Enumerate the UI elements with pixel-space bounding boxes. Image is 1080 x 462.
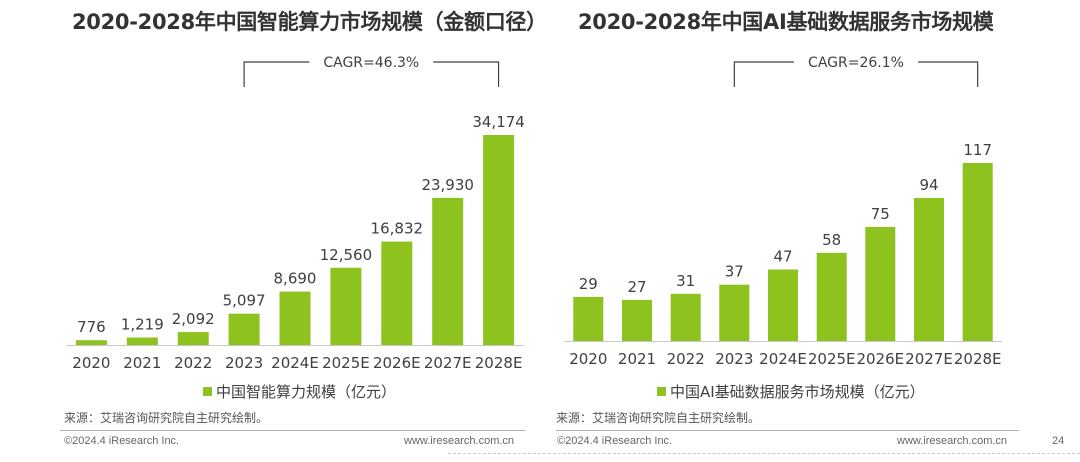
left-value-label-2020: 776 xyxy=(77,318,106,336)
left-category-label-2027E: 2027E xyxy=(424,354,472,372)
left-category-label-2020: 2020 xyxy=(72,354,110,372)
left-value-label-2026E: 16,832 xyxy=(371,220,424,238)
legend-label-left: 中国智能算力规模（亿元） xyxy=(216,383,397,401)
left-cagr-bracket xyxy=(243,61,500,87)
left-bar-2025E xyxy=(330,267,362,345)
legend-swatch-right xyxy=(657,387,666,396)
right-category-label-2028E: 2028E xyxy=(954,350,1002,368)
right-category-label-2021: 2021 xyxy=(618,350,656,368)
right-category-label-2027E: 2027E xyxy=(905,350,953,368)
right-cagr-bracket xyxy=(733,61,979,87)
left-category-label-2028E: 2028E xyxy=(475,354,523,372)
right-value-label-2022: 31 xyxy=(676,272,695,290)
left-cagr-label: CAGR=46.3% xyxy=(323,55,419,71)
left-category-label-2025E: 2025E xyxy=(322,354,370,372)
right-bar-2027E xyxy=(914,198,944,341)
right-bar-2024E xyxy=(768,269,798,341)
left-bar-2021 xyxy=(126,337,158,345)
left-value-label-2025E: 12,560 xyxy=(320,246,373,264)
right-category-label-2025E: 2025E xyxy=(808,350,856,368)
right-bar-2025E xyxy=(816,252,847,341)
copyright-left: ©2024.4 iResearch Inc. xyxy=(64,435,180,447)
footer-divider-left xyxy=(60,430,525,431)
legend-swatch-left xyxy=(203,387,212,396)
legend-right: 中国AI基础数据服务市场规模（亿元） xyxy=(657,381,925,403)
left-value-label-2024E: 8,690 xyxy=(274,270,317,288)
website-link-right[interactable]: www.iresearch.com.cn xyxy=(897,435,1008,447)
right-category-label-2022: 2022 xyxy=(667,350,705,368)
right-bar-2028E xyxy=(962,163,993,341)
right-value-label-2025E: 58 xyxy=(822,231,841,249)
left-value-label-2028E: 34,174 xyxy=(472,113,524,131)
right-value-label-2027E: 94 xyxy=(919,176,938,194)
right-cagr-label: CAGR=26.1% xyxy=(808,55,904,71)
left-bar-2026E xyxy=(381,241,413,345)
copyright-right: ©2024.4 iResearch Inc. xyxy=(557,435,673,447)
left-value-label-2021: 1,219 xyxy=(121,316,164,334)
right-bar-2022 xyxy=(670,293,701,341)
right-category-label-2026E: 2026E xyxy=(856,350,904,368)
right-category-label-2023: 2023 xyxy=(715,350,753,368)
page-number: 24 xyxy=(1052,435,1065,447)
right-value-label-2020: 29 xyxy=(579,275,598,293)
left-category-label-2023: 2023 xyxy=(225,354,263,372)
left-bar-2023 xyxy=(228,313,260,345)
chart-title-right: 2020-2028年中国AI基础数据服务市场规模 xyxy=(578,10,994,34)
left-value-label-2023: 5,097 xyxy=(223,292,266,310)
ai-data-service-bar-chart: 29 2020 27 2021 31 2022 37 2023 47 2024E 58 2025E 75… xyxy=(564,55,1002,368)
left-bar-2028E xyxy=(483,135,515,345)
left-category-label-2022: 2022 xyxy=(174,354,212,372)
source-note-left: 来源：艾瑞咨询研究院自主研究绘制。 xyxy=(64,411,269,425)
left-value-label-2022: 2,092 xyxy=(172,310,215,328)
decorative-dashed-line xyxy=(448,453,1080,454)
website-link-left[interactable]: www.iresearch.com.cn xyxy=(404,435,515,447)
right-value-label-2028E: 117 xyxy=(963,141,992,159)
left-bar-2022 xyxy=(177,332,209,345)
chart-title-left: 2020-2028年中国智能算力市场规模（金额口径） xyxy=(72,10,547,34)
right-value-label-2021: 27 xyxy=(627,278,646,296)
intelligent-computing-bar-chart: 776 2020 1,219 2021 2,092 2022 5,097 2023 8,690 2… xyxy=(66,55,525,372)
right-bar-2023 xyxy=(719,284,750,341)
footer-divider-right xyxy=(556,430,1019,431)
right-bar-2020 xyxy=(573,296,604,341)
left-bar-2024E xyxy=(279,291,311,345)
left-bar-2027E xyxy=(432,197,464,345)
right-category-label-2024E: 2024E xyxy=(759,350,807,368)
right-value-label-2023: 37 xyxy=(725,263,744,281)
left-category-label-2024E: 2024E xyxy=(271,354,319,372)
left-category-label-2021: 2021 xyxy=(123,354,161,372)
right-bar-2026E xyxy=(865,226,896,341)
left-category-label-2026E: 2026E xyxy=(373,354,421,372)
legend-left: 中国智能算力规模（亿元） xyxy=(203,381,396,403)
right-value-label-2026E: 75 xyxy=(871,205,890,223)
right-bar-2021 xyxy=(622,299,652,341)
left-bar-2020 xyxy=(75,340,107,345)
left-value-label-2027E: 23,930 xyxy=(421,176,474,194)
right-value-label-2024E: 47 xyxy=(773,248,792,266)
legend-label-right: 中国AI基础数据服务市场规模（亿元） xyxy=(670,383,925,401)
right-category-label-2020: 2020 xyxy=(569,350,607,368)
source-note-right: 来源：艾瑞咨询研究院自主研究绘制。 xyxy=(556,411,761,425)
